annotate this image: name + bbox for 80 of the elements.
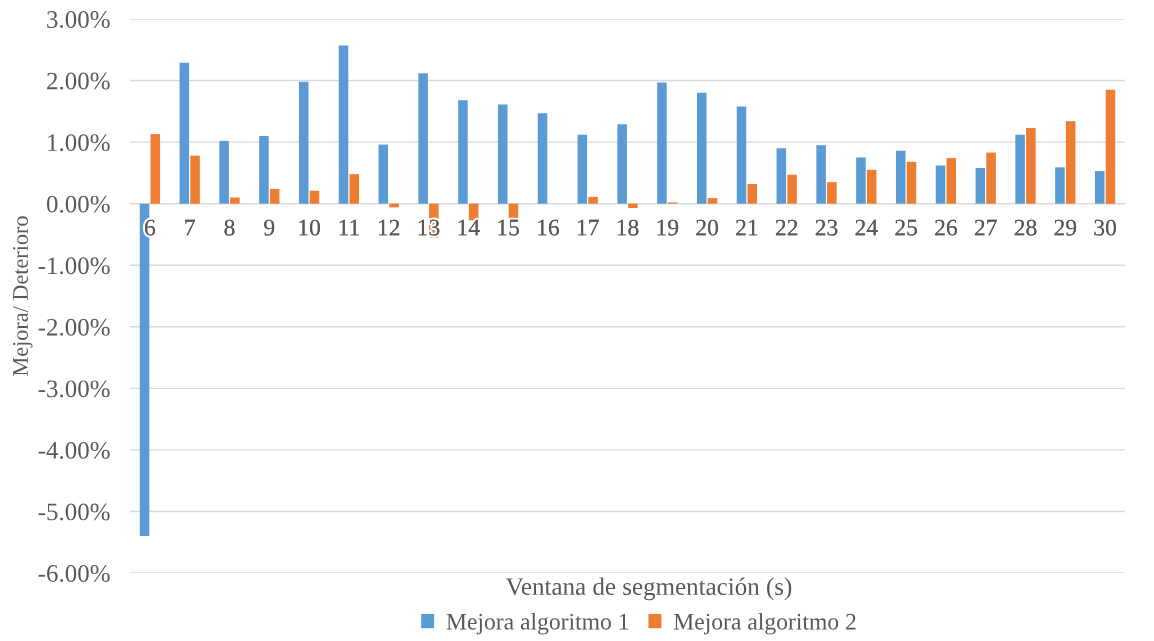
x-tick-label: 23 [815,219,838,236]
bar [707,198,718,204]
bar [628,203,638,208]
x-tick-label: 19 [657,219,679,236]
x-tick-label: 7 [185,219,195,236]
x-tick-label: 18 [617,219,639,236]
y-tick-label: -6.00% [38,565,110,583]
x-axis-title: Ventana de segmentación (s) [505,577,792,601]
bar [696,92,707,204]
x-tick-label: 24 [855,219,878,236]
bar [577,134,588,204]
bar [986,152,996,204]
bar [588,196,598,204]
legend-label: Mejora algoritmo 2 [673,613,856,635]
bar [747,183,758,204]
bar [776,148,787,204]
bar [856,157,866,204]
x-tick-label: 26 [935,219,957,236]
bar [537,113,548,204]
y-tick-label: -5.00% [38,503,110,521]
y-tick-label: 0.00% [46,195,110,213]
bar [657,82,667,204]
bar [219,140,229,204]
x-tick-label: 28 [1014,219,1037,236]
x-tick-label: 11 [339,219,359,236]
x-tick-label: 30 [1094,219,1117,236]
x-tick-label: 15 [498,219,519,236]
x-tick-label: 8 [224,219,235,236]
x-tick-label: 9 [264,219,275,236]
x-tick-label: 16 [538,219,559,236]
bar [895,150,906,204]
y-tick-label: 1.00% [48,134,110,152]
bar [1105,89,1116,204]
bar [1065,121,1076,204]
x-tick-label: 10 [299,219,321,236]
bar [269,188,280,204]
bar [378,144,389,204]
x-tick-label: 22 [775,219,798,236]
bar [458,100,468,204]
bar [1015,134,1025,204]
x-tick-label: 12 [378,219,400,236]
bar [975,167,986,204]
bar [259,135,269,204]
bar [816,145,826,204]
bar [736,106,747,204]
bar [1055,167,1065,204]
bar [309,190,320,204]
y-tick-label: -2.00% [38,318,110,336]
bar [1026,127,1036,204]
x-tick-label: 17 [577,219,599,236]
y-tick-label: -1.00% [38,257,110,275]
bar [338,45,349,204]
bar [298,81,309,204]
x-tick-label: 25 [895,219,917,236]
bar [827,182,837,204]
bar [150,134,161,204]
bar [617,124,627,204]
y-axis-title: Mejora/ Deterioro [13,216,33,376]
bar [230,197,240,204]
y-tick-label: 2.00% [47,72,110,90]
bar [190,155,200,204]
bar [1094,171,1105,204]
x-tick-label: 27 [974,219,997,236]
legend-label: Mejora algoritmo 1 [446,613,629,635]
y-tick-label: 3.00% [47,11,110,29]
bar [787,174,797,204]
bar [418,73,428,204]
bar [179,62,190,204]
y-tick-label: -3.00% [38,380,110,398]
bar [935,165,946,204]
bar [866,169,877,204]
x-tick-label: 29 [1054,219,1077,236]
x-tick-label: 14 [458,219,480,236]
bar [906,161,917,204]
x-tick-label: 21 [736,219,758,236]
bar [349,174,360,204]
x-tick-label: 20 [696,219,719,236]
y-tick-label: -4.00% [38,441,110,459]
bar [946,158,957,204]
bar [497,104,508,204]
